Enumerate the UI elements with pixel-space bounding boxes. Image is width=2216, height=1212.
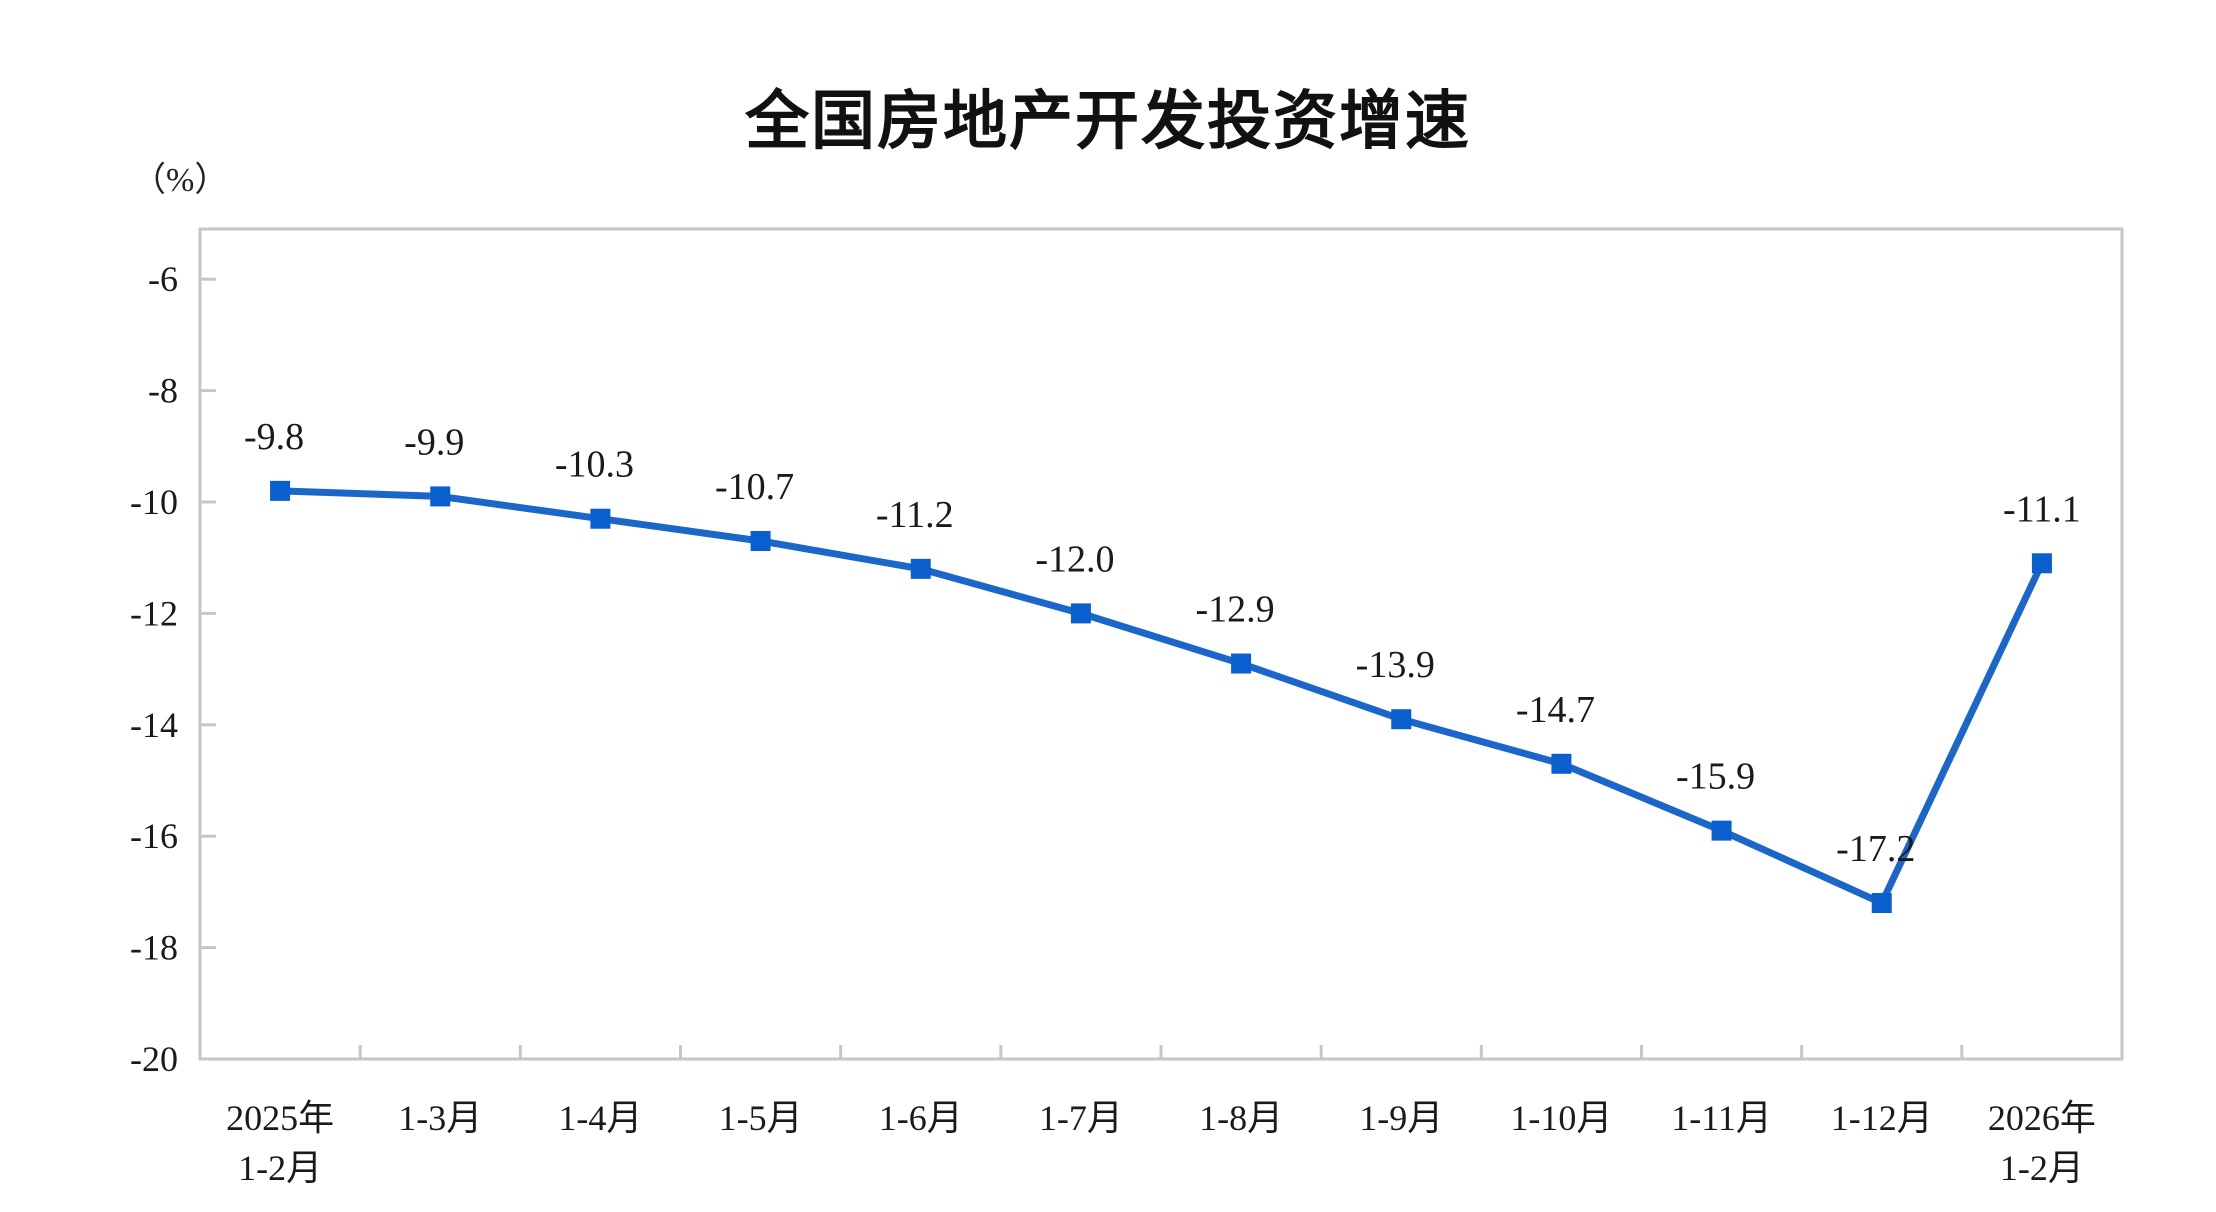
data-point-marker — [1711, 820, 1732, 841]
x-tick-label: 1-11月 — [1671, 1098, 1772, 1138]
y-tick-label: -14 — [130, 705, 178, 745]
data-label: -12.9 — [1196, 589, 1275, 631]
y-tick-label: -12 — [130, 593, 178, 633]
y-axis: -6 -8 -10 -12 -14 -16 -18 -20 — [130, 259, 216, 1079]
data-label: -10.7 — [715, 466, 794, 508]
y-axis-unit-label: （%） — [132, 162, 229, 199]
y-tick-label: -20 — [130, 1039, 178, 1079]
data-point-marker — [270, 480, 291, 501]
data-series: -9.8 -9.9 -10.3 -10.7 -11.2 -12.0 -12.9 -13.9 -1… — [244, 416, 2081, 914]
data-point-marker — [430, 486, 451, 507]
series-line — [279, 487, 2046, 907]
x-tick-label: 1-9月 — [1359, 1098, 1443, 1138]
data-point-marker — [2031, 553, 2052, 574]
data-label: -9.9 — [404, 421, 464, 463]
data-point-marker — [750, 530, 771, 551]
y-tick-label: -6 — [148, 259, 178, 299]
data-label: -13.9 — [1356, 644, 1435, 686]
x-tick-label: 1-10月 — [1510, 1098, 1612, 1138]
data-label: -15.9 — [1676, 756, 1755, 798]
x-tick-label: 1-7月 — [1039, 1098, 1123, 1138]
x-tick-label: 1-5月 — [719, 1098, 803, 1138]
data-label: -10.3 — [555, 444, 634, 486]
y-tick-label: -18 — [130, 928, 178, 968]
x-axis: 2025年 1-2月 1-3月 1-4月 1-5月 1-6月 1-7月 1-8月 1-9月 1-1… — [226, 1045, 2096, 1188]
y-tick-label: -16 — [130, 816, 178, 856]
chart-title: 全国房地产开发投资增速 — [745, 85, 1471, 159]
data-point-marker — [1231, 653, 1252, 674]
data-label: -14.7 — [1516, 689, 1595, 731]
x-tick-label: 1-6月 — [879, 1098, 963, 1138]
x-tick-label: 1-2月 — [238, 1148, 322, 1188]
data-point-marker — [1070, 603, 1091, 624]
x-tick-label: 1-3月 — [398, 1098, 482, 1138]
x-tick-label: 1-2月 — [2000, 1148, 2084, 1188]
x-tick-label: 2025年 — [226, 1098, 334, 1138]
y-tick-label: -10 — [130, 482, 178, 522]
data-label: -9.8 — [244, 416, 304, 458]
x-tick-label: 1-8月 — [1199, 1098, 1283, 1138]
data-point-marker — [1871, 893, 1892, 914]
data-point-marker — [590, 508, 611, 529]
data-point-marker — [1551, 753, 1572, 774]
plot-area-border — [198, 227, 2124, 1061]
data-label: -11.2 — [876, 494, 954, 536]
data-point-marker — [910, 558, 931, 579]
x-tick-label: 2026年 — [1988, 1098, 2096, 1138]
data-point-marker — [1391, 709, 1412, 730]
x-tick-label: 1-12月 — [1831, 1098, 1933, 1138]
y-tick-label: -8 — [148, 371, 178, 411]
data-label: -12.0 — [1035, 538, 1114, 580]
x-tick-label: 1-4月 — [558, 1098, 642, 1138]
data-label: -11.1 — [2003, 488, 2081, 530]
data-label: -17.2 — [1836, 828, 1915, 870]
